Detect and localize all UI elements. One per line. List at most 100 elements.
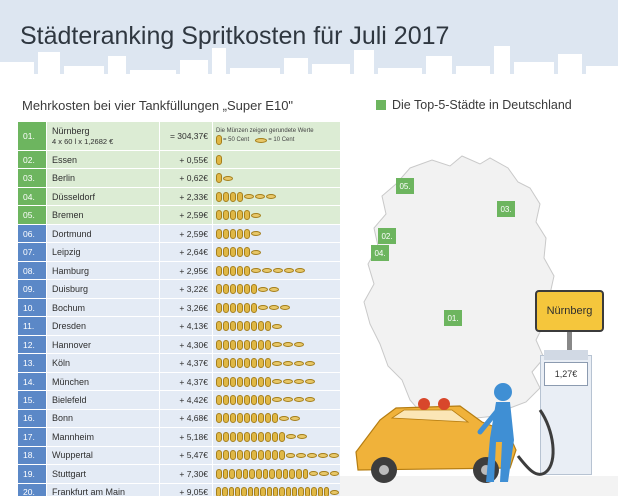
table-row: 13. Köln + 4,37€ [18,354,340,372]
coin-50-icon [223,247,229,258]
coin-50-icon [265,321,271,332]
city-skyline [0,46,618,94]
city-name: Nürnberg [52,126,90,136]
coin-50-icon [223,376,229,387]
extra-cost-value: + 4,37€ [160,372,212,391]
coin-50-icon [244,339,250,350]
coin-50-icon [230,358,236,369]
car-icon [355,398,517,483]
rank-number: 16. [18,409,46,428]
city-sign-label: Nürnberg [546,305,593,317]
extra-cost-value: + 4,37€ [160,354,212,372]
coin-50-icon [258,321,264,332]
coins-cell [213,465,340,483]
coin-50-icon [244,376,250,387]
coin-10-icon [258,305,268,311]
coin-10-icon [251,249,261,255]
coins-cell [213,335,340,354]
coin-50-icon [251,358,257,369]
coin-50-icon [230,302,236,313]
rank-number: 02. [18,150,46,169]
table-row: 06. Dortmund + 2,59€ [18,224,340,243]
coin-10-icon [285,452,296,458]
coin-50-icon [289,468,295,479]
rank-number: 09. [18,280,46,298]
coin-50-icon [279,487,285,496]
coin-50-icon [230,321,236,332]
coin-50-icon [216,394,222,405]
coin-50-icon [216,135,222,145]
coin-10-icon [223,175,233,181]
coin-50-icon [216,468,222,479]
rank-number: 14. [18,372,46,391]
coin-50-icon [244,265,250,276]
coin-50-icon [258,413,264,424]
coins-cell [213,261,340,280]
extra-cost-value: = 304,37€ [160,122,212,150]
fuel-pump-top [544,350,588,360]
coin-50-icon [230,339,236,350]
map-label-01: 01. [444,310,462,326]
coin-50-icon [271,450,278,461]
coin-50-icon [278,450,285,461]
city-name-cell: Leipzig [47,243,159,261]
coin-50-icon [243,450,250,461]
coin-50-icon [216,413,222,424]
ground [340,476,618,496]
coin-50-icon [323,487,330,496]
city-name-cell: Berlin [47,169,159,187]
table-row: 08. Hamburg + 2,95€ [18,261,340,280]
extra-cost-value: + 2,64€ [160,243,212,261]
coin-50-icon [230,210,236,221]
coin-50-icon [244,210,250,221]
extra-cost-value: + 4,30€ [160,335,212,354]
coin-10-icon [283,342,293,348]
coin-50-icon [255,468,262,479]
coin-50-icon [265,339,271,350]
coin-50-icon [230,191,236,202]
coins-cell [213,187,340,206]
coin-50-icon [237,210,243,221]
coin-50-icon [247,487,254,496]
table-row: 10. Bochum + 3,26€ [18,298,340,317]
coin-50-icon [222,468,229,479]
coin-50-icon [302,468,309,479]
coin-10-icon [279,415,289,421]
coin-50-icon [237,394,243,405]
coin-10-icon [255,137,268,143]
germany-map [363,155,555,423]
coin-50-icon [269,468,275,479]
coin-50-icon [222,450,229,461]
coin-50-icon [251,321,257,332]
coin-50-icon [265,413,271,424]
coin-10-icon [244,194,254,200]
coin-50-icon [237,228,243,239]
city-name-cell: Köln [47,354,159,372]
coin-50-icon [311,487,317,496]
coin-50-icon [244,358,250,369]
coin-50-icon [216,302,222,313]
fuel-hose-icon [516,409,555,476]
coins-cell [213,446,340,465]
map-label-04: 04. [371,245,389,261]
coin-50-icon [229,450,236,461]
rank-number: 20. [18,483,46,496]
coin-50-icon [216,265,222,276]
coins-cell [213,354,340,372]
table-row: 07. Leipzig + 2,64€ [18,243,340,261]
table-row: 03. Berlin + 0,62€ [18,169,340,187]
coin-50-icon [216,431,222,442]
coin-50-icon [304,487,311,496]
map-label-02: 02. [378,228,396,244]
coin-10-icon [305,360,315,366]
extra-cost-value: + 5,47€ [160,446,212,465]
city-name-cell: München [47,372,159,391]
coin-50-icon [230,265,236,276]
city-name-cell: Essen [47,150,159,169]
fuel-price-display: 1,27€ [544,362,588,386]
coin-50-icon [242,468,249,479]
coin-10-icon [309,471,319,477]
coin-50-icon [265,358,271,369]
coin-50-icon [275,468,282,479]
